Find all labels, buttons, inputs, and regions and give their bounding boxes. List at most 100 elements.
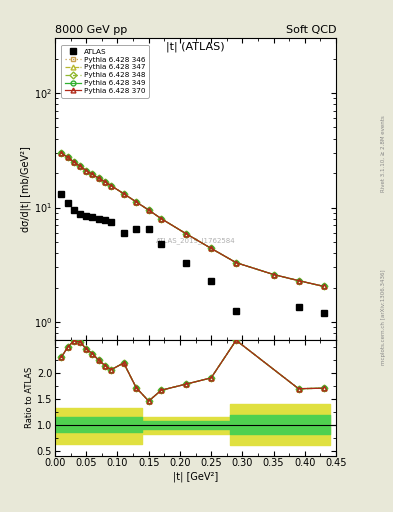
Pythia 6.428 347 [321, 283, 326, 289]
Pythia 6.428 349 [65, 154, 70, 160]
ATLAS [72, 207, 76, 213]
Legend: ATLAS, Pythia 6.428 346, Pythia 6.428 347, Pythia 6.428 348, Pythia 6.428 349, P: ATLAS, Pythia 6.428 346, Pythia 6.428 34… [61, 45, 149, 98]
Text: ATLAS_2019_I1762584: ATLAS_2019_I1762584 [156, 237, 235, 244]
Pythia 6.428 370 [146, 207, 151, 213]
Pythia 6.428 347 [159, 216, 163, 222]
Pythia 6.428 346 [59, 150, 64, 156]
Y-axis label: dσ/d|t| [mb/GeV²]: dσ/d|t| [mb/GeV²] [20, 146, 31, 232]
X-axis label: |t| [GeV²]: |t| [GeV²] [173, 471, 218, 482]
Pythia 6.428 370 [321, 283, 326, 289]
Pythia 6.428 346 [96, 175, 101, 181]
Pythia 6.428 349 [184, 231, 189, 237]
ATLAS [109, 219, 114, 225]
Pythia 6.428 347 [234, 260, 239, 266]
Pythia 6.428 370 [65, 154, 70, 160]
ATLAS [59, 191, 64, 198]
Pythia 6.428 347 [78, 163, 83, 169]
Pythia 6.428 347 [65, 154, 70, 160]
ATLAS [134, 226, 139, 232]
Pythia 6.428 349 [234, 260, 239, 266]
Pythia 6.428 348 [134, 199, 139, 205]
ATLAS [146, 226, 151, 232]
Pythia 6.428 346 [296, 278, 301, 284]
Pythia 6.428 347 [103, 179, 107, 185]
Pythia 6.428 346 [78, 163, 83, 169]
Pythia 6.428 346 [146, 207, 151, 213]
ATLAS [84, 212, 88, 219]
Pythia 6.428 348 [72, 159, 76, 165]
Pythia 6.428 347 [146, 207, 151, 213]
Pythia 6.428 370 [134, 199, 139, 205]
Pythia 6.428 346 [72, 159, 76, 165]
Pythia 6.428 370 [78, 163, 83, 169]
Pythia 6.428 370 [159, 216, 163, 222]
Pythia 6.428 349 [134, 199, 139, 205]
Line: Pythia 6.428 347: Pythia 6.428 347 [59, 151, 326, 289]
Pythia 6.428 349 [109, 183, 114, 189]
Pythia 6.428 348 [296, 278, 301, 284]
Y-axis label: Ratio to ATLAS: Ratio to ATLAS [25, 367, 34, 429]
Pythia 6.428 348 [184, 231, 189, 237]
Pythia 6.428 370 [90, 171, 95, 177]
Pythia 6.428 370 [84, 167, 88, 174]
Pythia 6.428 348 [159, 216, 163, 222]
Pythia 6.428 370 [109, 183, 114, 189]
Line: Pythia 6.428 370: Pythia 6.428 370 [59, 151, 326, 289]
ATLAS [96, 216, 101, 222]
Pythia 6.428 347 [90, 171, 95, 177]
Pythia 6.428 370 [209, 245, 213, 251]
Pythia 6.428 349 [96, 175, 101, 181]
Pythia 6.428 349 [72, 159, 76, 165]
Pythia 6.428 348 [84, 167, 88, 174]
Text: Soft QCD: Soft QCD [286, 25, 336, 35]
Pythia 6.428 370 [59, 150, 64, 156]
ATLAS [184, 260, 189, 266]
Pythia 6.428 348 [234, 260, 239, 266]
Pythia 6.428 347 [121, 190, 126, 197]
Pythia 6.428 348 [96, 175, 101, 181]
ATLAS [121, 230, 126, 236]
Text: 8000 GeV pp: 8000 GeV pp [55, 25, 127, 35]
Pythia 6.428 349 [121, 190, 126, 197]
Pythia 6.428 346 [134, 199, 139, 205]
Pythia 6.428 346 [84, 167, 88, 174]
Text: Rivet 3.1.10, ≥ 2.8M events: Rivet 3.1.10, ≥ 2.8M events [381, 115, 386, 192]
Pythia 6.428 347 [184, 231, 189, 237]
Pythia 6.428 347 [271, 271, 276, 278]
Pythia 6.428 346 [109, 183, 114, 189]
ATLAS [321, 310, 326, 316]
Pythia 6.428 370 [103, 179, 107, 185]
Pythia 6.428 347 [209, 245, 213, 251]
Pythia 6.428 348 [121, 190, 126, 197]
Pythia 6.428 370 [72, 159, 76, 165]
ATLAS [78, 211, 83, 217]
Pythia 6.428 348 [109, 183, 114, 189]
Pythia 6.428 348 [103, 179, 107, 185]
Pythia 6.428 348 [78, 163, 83, 169]
Pythia 6.428 370 [96, 175, 101, 181]
Pythia 6.428 346 [159, 216, 163, 222]
Pythia 6.428 346 [234, 260, 239, 266]
Pythia 6.428 370 [234, 260, 239, 266]
Pythia 6.428 370 [121, 190, 126, 197]
ATLAS [296, 304, 301, 310]
Text: |t| (ATLAS): |t| (ATLAS) [166, 41, 225, 52]
Pythia 6.428 347 [134, 199, 139, 205]
Line: Pythia 6.428 346: Pythia 6.428 346 [59, 151, 326, 289]
Line: Pythia 6.428 349: Pythia 6.428 349 [59, 151, 326, 289]
Pythia 6.428 370 [184, 231, 189, 237]
Pythia 6.428 349 [271, 271, 276, 278]
Line: Pythia 6.428 348: Pythia 6.428 348 [59, 151, 326, 289]
Pythia 6.428 348 [59, 150, 64, 156]
Pythia 6.428 347 [84, 167, 88, 174]
Pythia 6.428 348 [146, 207, 151, 213]
Pythia 6.428 349 [59, 150, 64, 156]
Pythia 6.428 349 [296, 278, 301, 284]
Pythia 6.428 346 [321, 283, 326, 289]
Pythia 6.428 349 [146, 207, 151, 213]
Pythia 6.428 349 [209, 245, 213, 251]
ATLAS [234, 308, 239, 314]
ATLAS [209, 278, 213, 284]
Pythia 6.428 348 [65, 154, 70, 160]
Pythia 6.428 346 [271, 271, 276, 278]
